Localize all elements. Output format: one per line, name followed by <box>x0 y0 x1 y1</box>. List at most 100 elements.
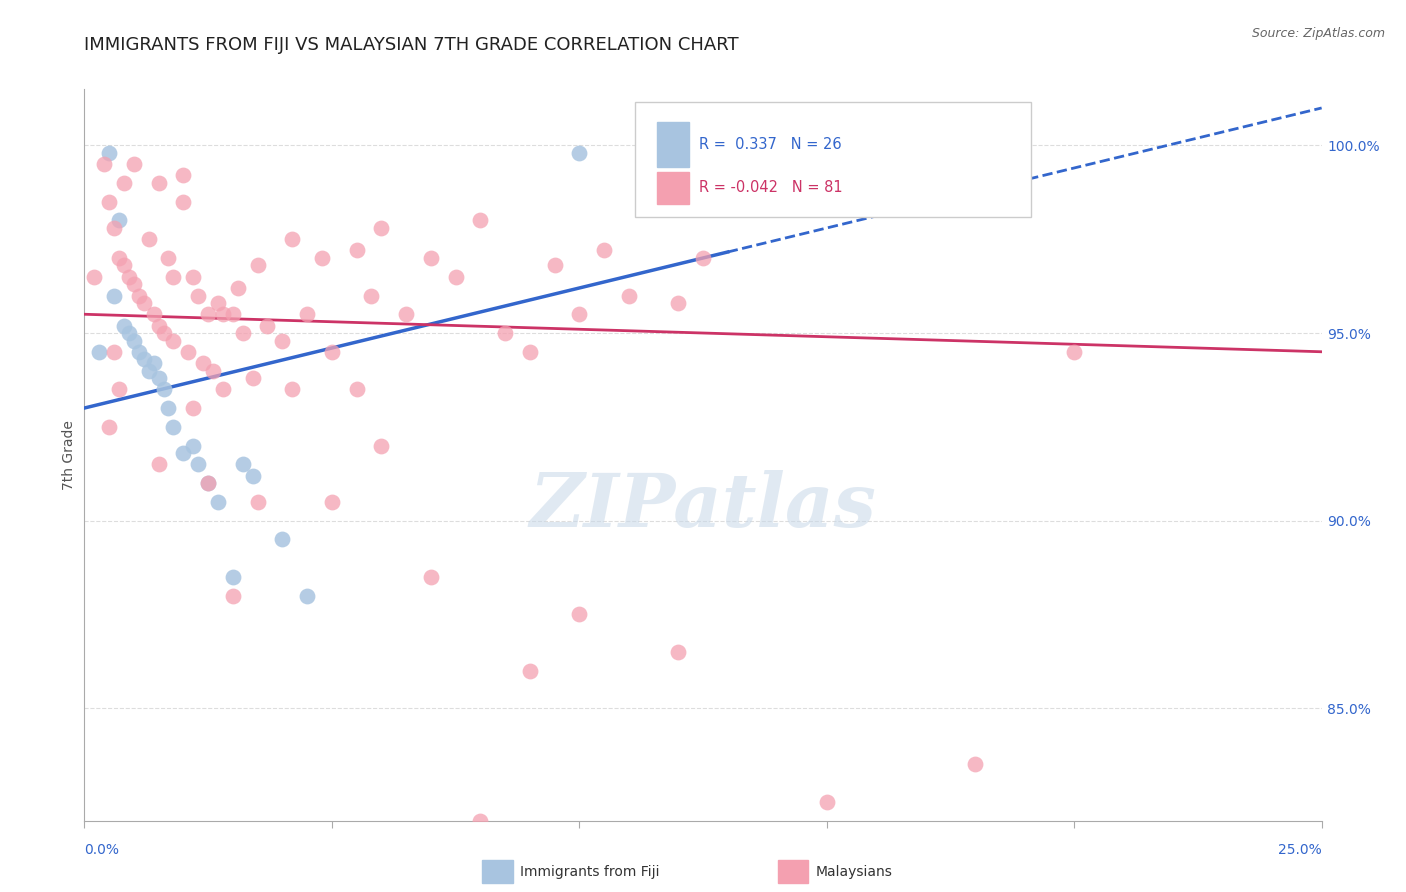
Point <box>98 419 121 434</box>
Point <box>1063 344 1085 359</box>
Point <box>295 589 318 603</box>
Point <box>128 288 150 302</box>
Point <box>370 438 392 452</box>
Point <box>108 251 131 265</box>
Point <box>118 269 141 284</box>
Point <box>666 645 689 659</box>
Point <box>122 277 145 292</box>
Point <box>197 476 219 491</box>
Point <box>271 832 294 847</box>
Point <box>242 371 264 385</box>
Text: Immigrants from Fiji: Immigrants from Fiji <box>520 865 659 880</box>
Point <box>138 363 160 377</box>
Point <box>103 288 125 302</box>
Point <box>142 356 165 370</box>
Point <box>138 232 160 246</box>
Point <box>346 382 368 396</box>
Point <box>666 296 689 310</box>
Point <box>93 157 115 171</box>
Point <box>177 344 200 359</box>
Point <box>246 259 269 273</box>
Point <box>519 344 541 359</box>
Point <box>271 533 294 547</box>
Point <box>103 344 125 359</box>
Point <box>470 213 492 227</box>
Text: R = -0.042   N = 81: R = -0.042 N = 81 <box>699 180 844 195</box>
Point <box>568 307 591 321</box>
Point <box>108 382 131 396</box>
Point <box>593 244 616 258</box>
Point <box>162 334 184 348</box>
Point <box>157 401 180 415</box>
Point <box>132 296 155 310</box>
Point <box>519 664 541 678</box>
Point <box>232 326 254 340</box>
Point <box>118 326 141 340</box>
Point <box>122 334 145 348</box>
Point <box>232 458 254 472</box>
Text: 25.0%: 25.0% <box>1278 843 1322 857</box>
Point <box>172 169 194 183</box>
Point <box>157 251 180 265</box>
FancyBboxPatch shape <box>657 172 689 204</box>
Point <box>311 251 333 265</box>
Point <box>162 419 184 434</box>
Point <box>132 352 155 367</box>
Point <box>222 589 245 603</box>
Point <box>207 495 229 509</box>
Point <box>152 326 174 340</box>
Point <box>370 221 392 235</box>
Point <box>281 382 304 396</box>
Point <box>222 307 245 321</box>
Point <box>122 157 145 171</box>
Point <box>148 371 170 385</box>
Point <box>148 318 170 333</box>
Point <box>568 607 591 622</box>
Point <box>321 495 343 509</box>
Y-axis label: 7th Grade: 7th Grade <box>62 420 76 490</box>
Point <box>191 356 214 370</box>
Point <box>128 344 150 359</box>
Point <box>470 814 492 828</box>
Point <box>212 307 235 321</box>
Point <box>321 344 343 359</box>
Point <box>181 401 204 415</box>
FancyBboxPatch shape <box>657 122 689 168</box>
Text: IMMIGRANTS FROM FIJI VS MALAYSIAN 7TH GRADE CORRELATION CHART: IMMIGRANTS FROM FIJI VS MALAYSIAN 7TH GR… <box>84 36 740 54</box>
Point <box>815 795 838 809</box>
Point <box>172 446 194 460</box>
Point <box>295 307 318 321</box>
Point <box>181 269 204 284</box>
Point <box>89 344 111 359</box>
Point <box>271 334 294 348</box>
Point <box>187 458 209 472</box>
Point <box>281 232 304 246</box>
Point <box>181 438 204 452</box>
Point <box>643 194 665 209</box>
Point <box>112 176 135 190</box>
Text: ZIPatlas: ZIPatlas <box>530 470 876 542</box>
Point <box>419 251 441 265</box>
Point <box>162 269 184 284</box>
Point <box>142 307 165 321</box>
Point <box>226 281 249 295</box>
Point <box>617 288 640 302</box>
Point <box>395 307 418 321</box>
Point <box>242 468 264 483</box>
Point <box>494 326 516 340</box>
Point <box>202 363 225 377</box>
FancyBboxPatch shape <box>636 102 1031 218</box>
Point <box>256 318 278 333</box>
Point <box>148 176 170 190</box>
Point <box>207 296 229 310</box>
Point <box>346 244 368 258</box>
Point <box>103 221 125 235</box>
Text: R =  0.337   N = 26: R = 0.337 N = 26 <box>699 137 842 153</box>
Point <box>197 476 219 491</box>
Point <box>112 259 135 273</box>
Point <box>360 288 382 302</box>
Point <box>98 194 121 209</box>
Point <box>187 288 209 302</box>
Point <box>212 382 235 396</box>
Point <box>83 269 105 284</box>
